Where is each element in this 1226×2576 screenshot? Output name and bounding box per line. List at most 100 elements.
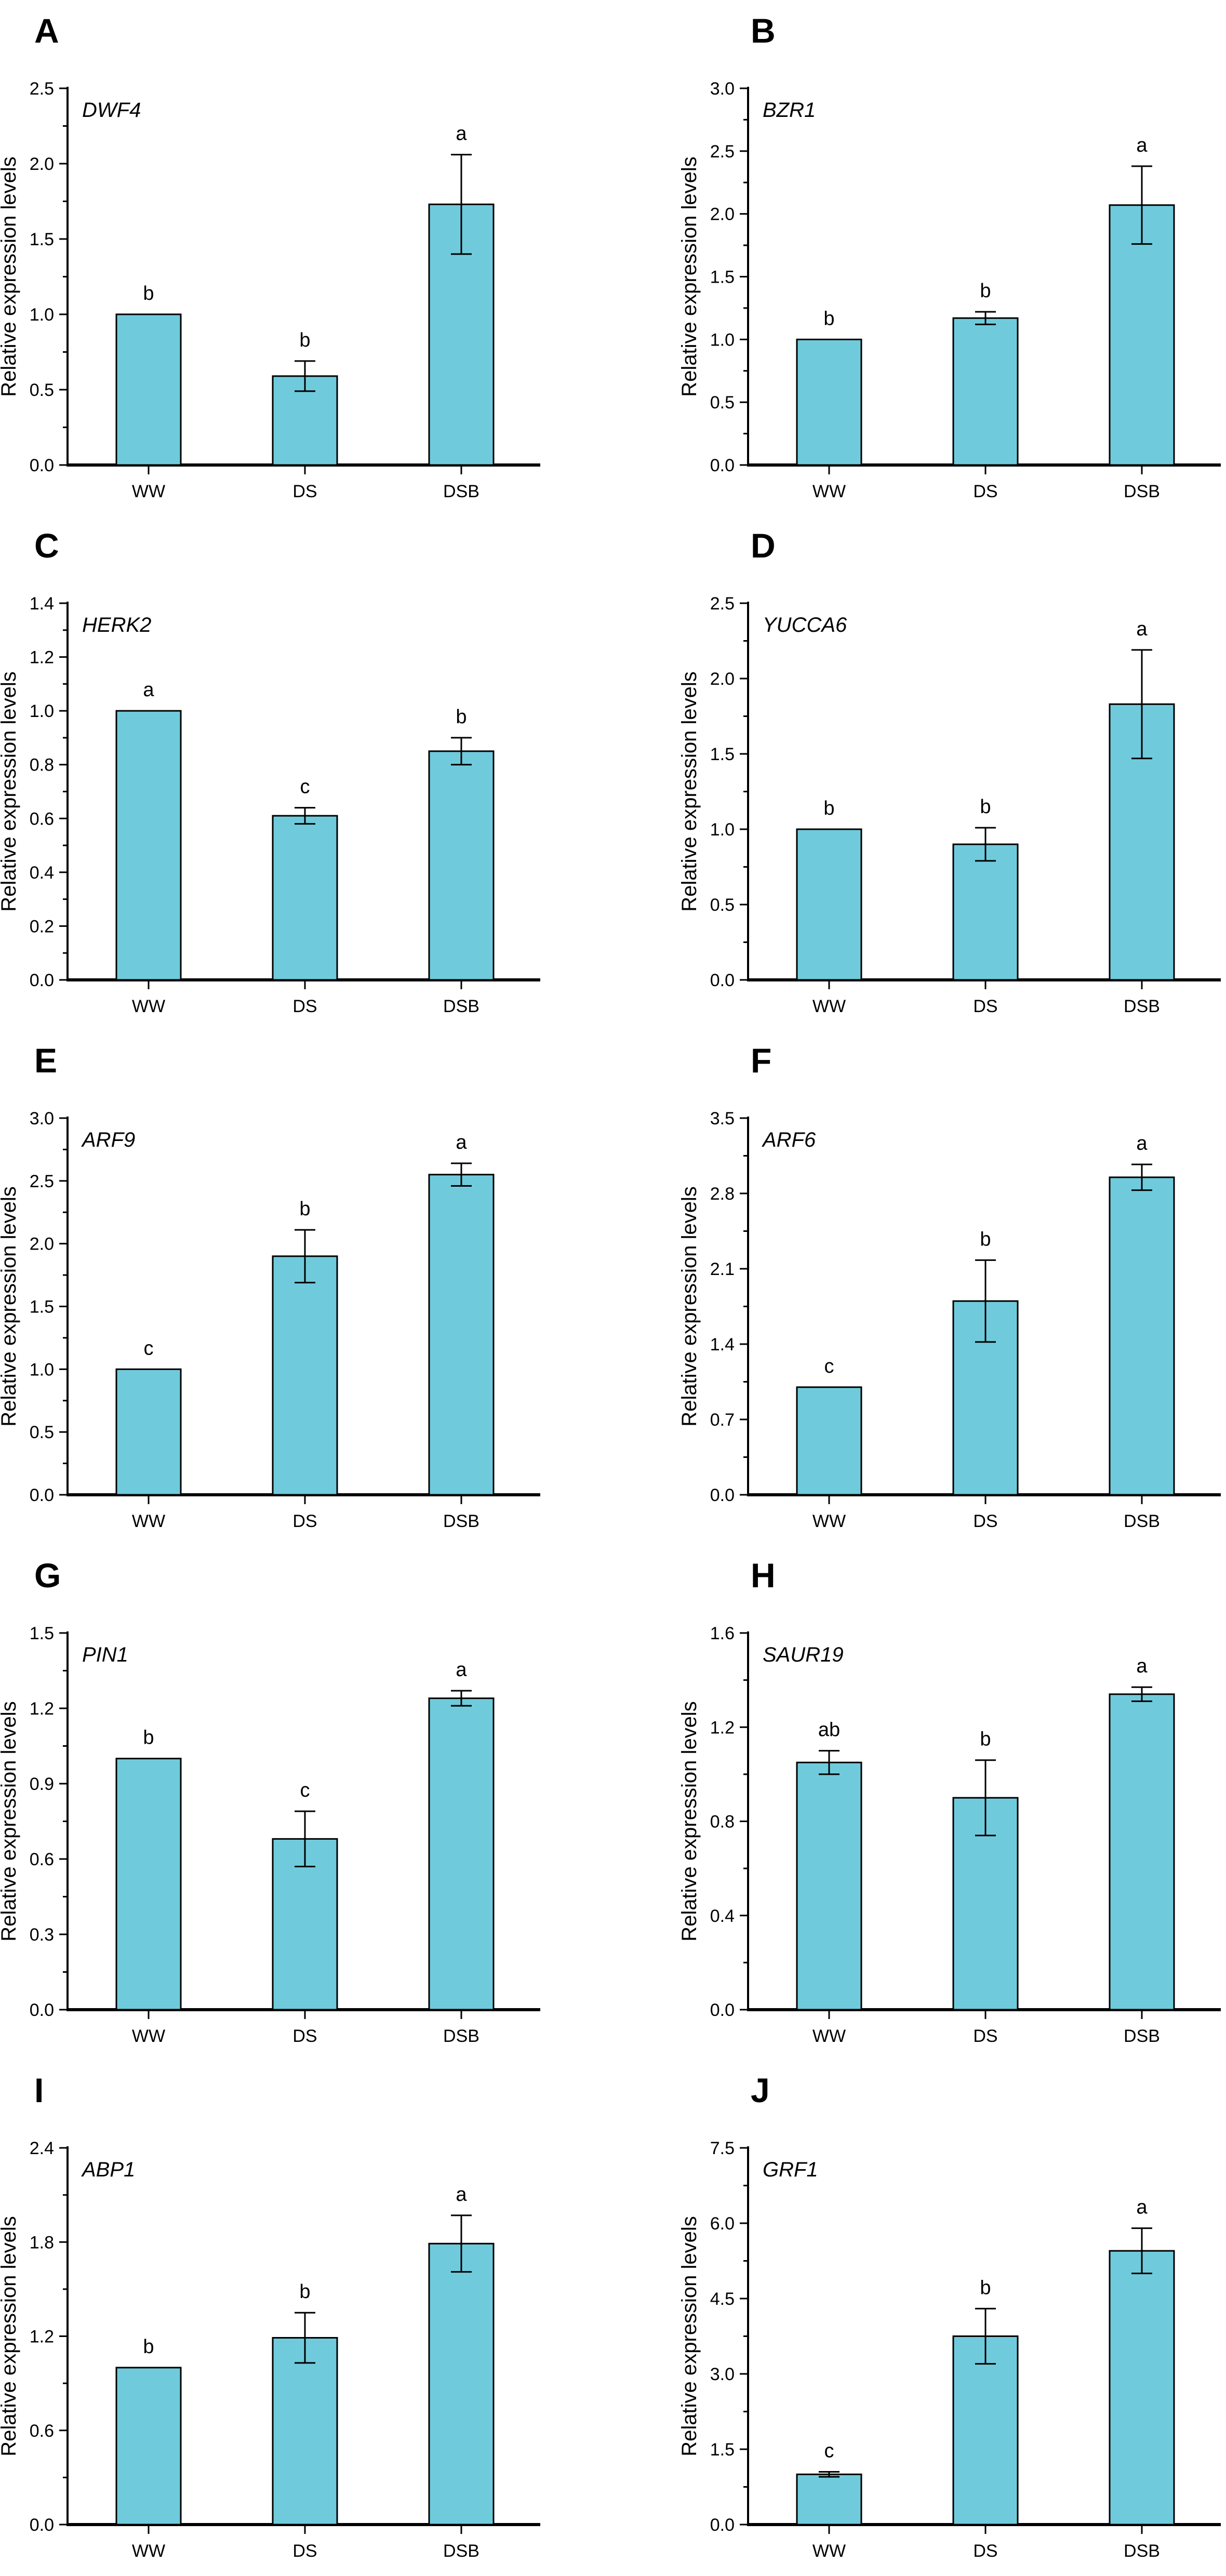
y-tick-label: 2.0 <box>30 154 54 174</box>
y-tick-label: 0.5 <box>710 393 735 413</box>
bar-WW <box>796 2473 862 2526</box>
y-tick-label: 1.5 <box>30 230 54 249</box>
x-tick-label-DS: DS <box>292 1511 317 1531</box>
x-tick-label-DSB: DSB <box>443 2026 479 2046</box>
bar-WW <box>115 1368 182 1496</box>
y-tick-label: 3.5 <box>710 1109 735 1128</box>
panel-letter-C: C <box>34 526 59 565</box>
sig-letter-DSB: a <box>1136 1133 1148 1154</box>
x-tick-label-DSB: DSB <box>1124 1511 1160 1531</box>
y-axis-title: Relative expression levels <box>0 2216 20 2456</box>
bar-DS <box>272 815 338 981</box>
panel-F: F 0.0 0.7 1.4 2.1 2.8 3.5 Relative expression l… <box>613 1030 1226 1545</box>
y-axis-title: Relative expression levels <box>678 156 701 396</box>
y-tick-label: 1.2 <box>30 648 54 668</box>
sig-letter-DSB: a <box>1136 135 1148 156</box>
y-tick-label: 0.0 <box>710 1485 735 1505</box>
y-tick-label: 0.6 <box>30 1850 54 1869</box>
x-tick-label-WW: WW <box>132 2541 165 2561</box>
panel-G: G 0.0 0.3 0.6 0.9 1.2 1.5 Relative expression l… <box>0 1545 613 2060</box>
bar-WW <box>115 313 182 466</box>
x-tick-label-WW: WW <box>132 482 165 501</box>
x-tick-label-WW: WW <box>812 997 846 1016</box>
y-tick-label: 3.0 <box>710 2365 735 2384</box>
panel-D: D 0.0 0.5 1.0 1.5 2.0 2.5 Relative expression l… <box>613 515 1226 1030</box>
chart-H: H 0.0 0.4 0.8 1.2 1.6 Relative expression leve… <box>678 1556 1221 2046</box>
gene-label: PIN1 <box>82 1643 128 1666</box>
y-tick-label: 1.6 <box>710 1624 735 1643</box>
y-tick-label: 0.7 <box>710 1410 735 1430</box>
x-tick-label-DS: DS <box>973 997 997 1016</box>
y-tick-label: 0.8 <box>30 755 54 775</box>
y-axis-title: Relative expression levels <box>0 156 20 396</box>
y-tick-label: 0.2 <box>30 917 54 936</box>
y-tick-label: 1.4 <box>30 594 54 614</box>
x-tick-label-DSB: DSB <box>1124 2026 1160 2046</box>
bar-DSB <box>428 1697 495 2011</box>
x-tick-label-DS: DS <box>292 482 317 501</box>
bar-DS <box>272 2337 338 2526</box>
y-tick-label: 0.0 <box>710 456 735 475</box>
sig-letter-WW: b <box>143 1727 154 1749</box>
bar-WW <box>115 1758 182 2011</box>
y-tick-label: 1.0 <box>710 820 735 840</box>
bar-WW <box>796 1761 862 2011</box>
sig-letter-DSB: a <box>1136 618 1148 640</box>
y-tick-label: 0.9 <box>30 1774 54 1794</box>
chart-D: D 0.0 0.5 1.0 1.5 2.0 2.5 Relative expression l… <box>678 526 1221 1016</box>
gene-label: ABP1 <box>81 2158 135 2181</box>
bar-WW <box>115 2367 182 2526</box>
panel-letter-A: A <box>34 11 59 50</box>
y-tick-label: 0.0 <box>710 971 735 990</box>
panel-letter-F: F <box>751 1041 771 1080</box>
x-tick-label-DSB: DSB <box>443 2541 479 2561</box>
x-tick-label-DS: DS <box>292 2026 317 2046</box>
sig-letter-WW: ab <box>818 1719 840 1741</box>
panel-J: J 0.0 1.5 3.0 4.5 6.0 7.5 Relative expression l… <box>613 2060 1226 2574</box>
sig-letter-WW: b <box>823 798 834 819</box>
sig-letter-DSB: a <box>456 2184 467 2206</box>
x-tick-label-DSB: DSB <box>443 1511 479 1531</box>
gene-label: SAUR19 <box>763 1643 844 1666</box>
y-tick-label: 2.4 <box>30 2139 54 2158</box>
y-tick-label: 0.0 <box>30 1485 54 1505</box>
y-axis-title: Relative expression levels <box>0 1186 20 1426</box>
gene-label: DWF4 <box>82 99 141 122</box>
y-tick-label: 1.2 <box>710 1718 735 1737</box>
chart-C: C 0.0 0.2 0.4 0.6 0.8 1.0 1.2 1.4 Relative expres… <box>0 526 540 1016</box>
y-tick-label: 0.8 <box>710 1812 735 1832</box>
y-tick-label: 1.0 <box>30 1360 54 1379</box>
y-axis-title: Relative expression levels <box>678 2216 701 2456</box>
chart-E: E 0.0 0.5 1.0 1.5 2.0 2.5 3.0 Relative expressio… <box>0 1041 540 1531</box>
sig-letter-DSB: a <box>1136 1655 1148 1677</box>
y-tick-label: 3.0 <box>710 79 735 99</box>
sig-letter-DS: b <box>299 1198 310 1220</box>
y-tick-label: 0.0 <box>30 971 54 990</box>
x-tick-label-DSB: DSB <box>1124 482 1160 501</box>
bar-DSB <box>1109 1693 1175 2011</box>
panel-H: H 0.0 0.4 0.8 1.2 1.6 Relative expression leve… <box>613 1545 1226 2060</box>
y-tick-label: 2.8 <box>710 1184 735 1204</box>
sig-letter-DS: c <box>300 1780 310 1801</box>
y-tick-label: 2.5 <box>710 594 735 614</box>
y-tick-label: 0.0 <box>30 2000 54 2020</box>
bar-WW <box>796 828 862 981</box>
x-tick-label-WW: WW <box>132 1511 165 1531</box>
panel-letter-I: I <box>34 2071 44 2109</box>
chart-F: F 0.0 0.7 1.4 2.1 2.8 3.5 Relative expression l… <box>678 1041 1221 1531</box>
y-tick-label: 1.5 <box>710 745 735 764</box>
y-tick-label: 1.4 <box>710 1335 735 1355</box>
x-tick-label-DSB: DSB <box>1124 2541 1160 2561</box>
x-tick-label-WW: WW <box>132 2026 165 2046</box>
panel-letter-H: H <box>751 1556 776 1595</box>
y-tick-label: 1.2 <box>30 1699 54 1719</box>
x-tick-label-DS: DS <box>973 2541 997 2561</box>
x-tick-label-DS: DS <box>292 997 317 1016</box>
y-tick-label: 0.0 <box>710 2000 735 2020</box>
x-tick-label-WW: WW <box>812 482 846 501</box>
y-tick-label: 0.3 <box>30 1925 54 1945</box>
x-tick-label-DS: DS <box>973 1511 997 1531</box>
panel-letter-E: E <box>34 1041 57 1080</box>
y-tick-label: 0.4 <box>710 1906 735 1926</box>
